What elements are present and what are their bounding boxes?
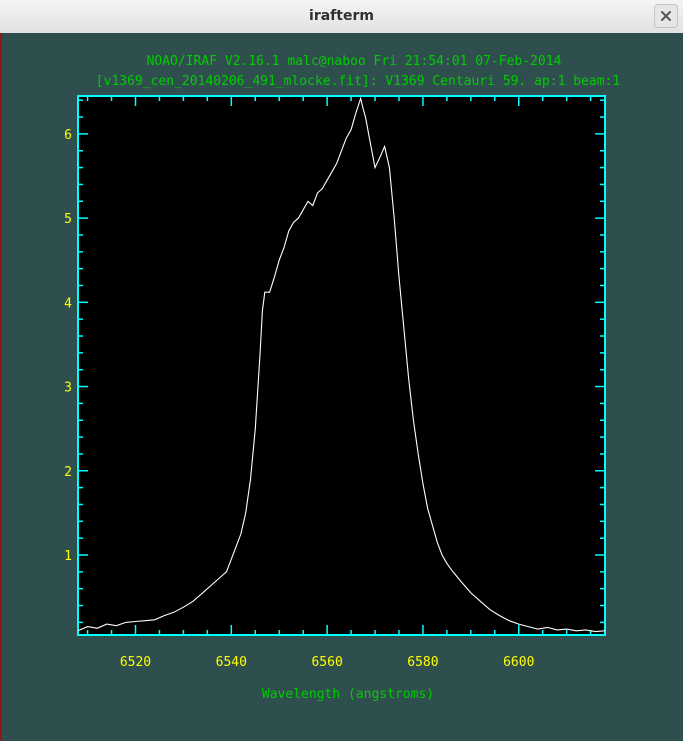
y-tick-labels: 1 2 3 4 5 6 xyxy=(64,128,72,564)
plot-area xyxy=(78,96,605,635)
window-title: irafterm xyxy=(309,8,374,24)
x-axis-label: Wavelength (angstroms) xyxy=(262,687,434,702)
x-tick-label: 6600 xyxy=(503,655,534,670)
y-tick-label: 1 xyxy=(64,549,72,564)
spectrum-trace xyxy=(77,96,606,633)
x-tick-labels: 6520 6540 6560 6580 6600 xyxy=(120,655,535,670)
plot-header-image: [v1369_cen_20140206_491_mlocke.fit]: V13… xyxy=(96,74,620,89)
close-button[interactable] xyxy=(654,4,678,28)
x-tick-label: 6560 xyxy=(311,655,342,670)
plot-frame xyxy=(77,95,606,636)
axis-ticks xyxy=(78,96,605,635)
plot-header-system: NOAO/IRAF V2.16.1 malc@naboo Fri 21:54:0… xyxy=(147,54,562,69)
y-tick-label: 3 xyxy=(64,381,72,396)
x-tick-label: 6580 xyxy=(407,655,438,670)
graphics-terminal: NOAO/IRAF V2.16.1 malc@naboo Fri 21:54:0… xyxy=(0,33,683,741)
x-tick-label: 6540 xyxy=(216,655,247,670)
x-tick-label: 6520 xyxy=(120,655,151,670)
y-tick-label: 6 xyxy=(64,128,72,143)
y-tick-label: 4 xyxy=(64,296,72,311)
y-tick-label: 2 xyxy=(64,465,72,480)
window-titlebar[interactable]: irafterm xyxy=(0,0,683,34)
close-icon xyxy=(661,11,671,21)
y-tick-label: 5 xyxy=(64,212,72,227)
spectrum-plot: NOAO/IRAF V2.16.1 malc@naboo Fri 21:54:0… xyxy=(64,54,620,702)
